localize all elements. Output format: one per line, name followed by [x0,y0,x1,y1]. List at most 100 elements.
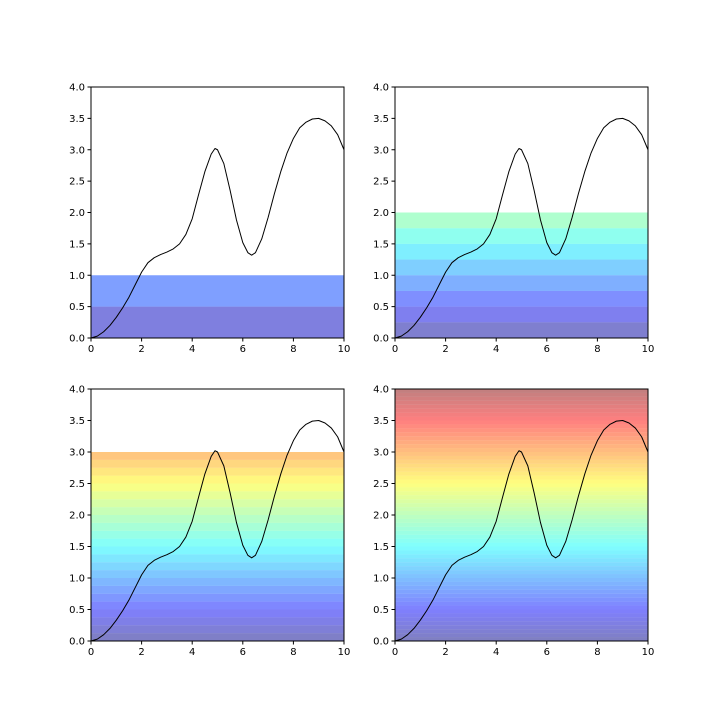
band-fill [395,495,648,500]
band-fill [395,637,648,641]
band-fill [395,574,648,578]
y-tick-label: 1.0 [373,271,389,282]
panels: 0 2 4 6 8 10 0.0 0.5 1.0 1.5 2.0 2.5 3.0 3.5 4.0 0 2 4 6 8 1… [69,83,654,659]
band-fill [395,228,648,244]
band-fill [395,396,648,401]
y-tick-label: 1.5 [69,542,85,553]
y-tick-label: 0.0 [373,334,389,345]
x-tick-label: 0 [88,344,94,355]
x-tick-label: 6 [240,647,246,658]
y-tick-label: 2.5 [373,177,389,188]
band-fill [395,212,648,229]
band-fill [395,412,648,417]
x-tick-label: 0 [392,647,398,658]
band-fill [395,609,648,614]
band-fill [395,436,648,441]
band-fill [395,617,648,622]
band-fill [395,483,648,488]
band-fill [395,290,648,307]
band-fill [395,542,648,547]
band-fill [395,471,648,476]
y-tick-label: 1.5 [69,239,85,250]
band-fill [91,538,344,547]
y-tick-label: 1.0 [69,574,85,585]
series-line [90,117,345,339]
y-tick-label: 1.5 [373,239,389,250]
band-fill [91,562,344,571]
band-fill [395,511,648,515]
band-fill [395,463,648,468]
band-fill [395,518,648,523]
chart-panel-bottom-right: 0 2 4 6 8 10 0.0 0.5 1.0 1.5 2.0 2.5 3.0 3.5 4.0 [373,385,654,659]
band-fill [395,566,648,571]
x-tick-label: 8 [594,647,600,658]
band-fill [395,625,648,630]
band-fill [395,448,648,452]
band-fill [395,479,648,484]
band-fill [395,507,648,512]
band-fill [395,633,648,638]
series-line [394,117,649,339]
band-fill [395,538,648,543]
band-fill [395,322,648,338]
y-tick-label: 0.5 [69,605,85,616]
band-fill [395,432,648,437]
y-tick-label: 4.0 [373,83,389,94]
band-fill [395,526,648,531]
band-fill [395,306,648,323]
band-fill [91,306,344,338]
band-fill [91,467,344,476]
x-tick-label: 10 [338,344,351,355]
x-tick-label: 4 [189,344,195,355]
y-tick-label: 1.5 [373,542,389,553]
band-fill-group [91,275,344,338]
band-fill-group [395,212,648,338]
y-tick-label: 2.0 [69,511,85,522]
band-fill [395,491,648,496]
x-tick-label: 6 [544,647,550,658]
band-fill [91,570,344,578]
chart-panel-top-left: 0 2 4 6 8 10 0.0 0.5 1.0 1.5 2.0 2.5 3.0 3.5 4.0 [69,83,350,356]
band-fill [91,475,344,484]
band-fill [91,507,344,515]
band-fill [395,487,648,492]
band-fill [395,428,648,433]
band-fill [91,483,344,492]
band-fill [91,617,344,626]
chart-panel-bottom-left: 0 2 4 6 8 10 0.0 0.5 1.0 1.5 2.0 2.5 3.0 3.5 4.0 [69,385,350,659]
band-fill [91,522,344,531]
x-tick-label: 4 [493,647,499,658]
band-fill [91,633,344,641]
band-fill [395,259,648,276]
band-fill [395,475,648,480]
band-fill [395,420,648,425]
band-fill [395,558,648,563]
band-fill [395,530,648,535]
y-tick-label: 0.5 [69,302,85,313]
band-fill-group [395,389,648,641]
y-tick-label: 2.0 [373,208,389,219]
x-tick-label: 10 [338,647,351,658]
y-tick-label: 3.5 [373,114,389,125]
y-tick-label: 1.0 [69,271,85,282]
band-fill [91,601,344,610]
band-fill [91,515,344,523]
band-fill [91,491,344,500]
band-fill [395,550,648,555]
y-tick-label: 0.0 [373,637,389,648]
band-fill [395,605,648,610]
band-fill [395,554,648,559]
y-tick-label: 1.0 [373,574,389,585]
y-tick-label: 4.0 [69,385,85,396]
chart-panel-top-right: 0 2 4 6 8 10 0.0 0.5 1.0 1.5 2.0 2.5 3.0 3.5 4.0 [373,83,654,356]
band-fill [395,578,648,582]
band-fill [395,275,648,291]
band-fill [395,534,648,539]
band-fill [395,389,648,393]
y-tick-label: 3.5 [373,416,389,427]
y-tick-label: 0.0 [69,334,85,345]
band-fill [91,452,344,460]
band-fill [395,440,648,445]
x-tick-label: 10 [642,344,655,355]
